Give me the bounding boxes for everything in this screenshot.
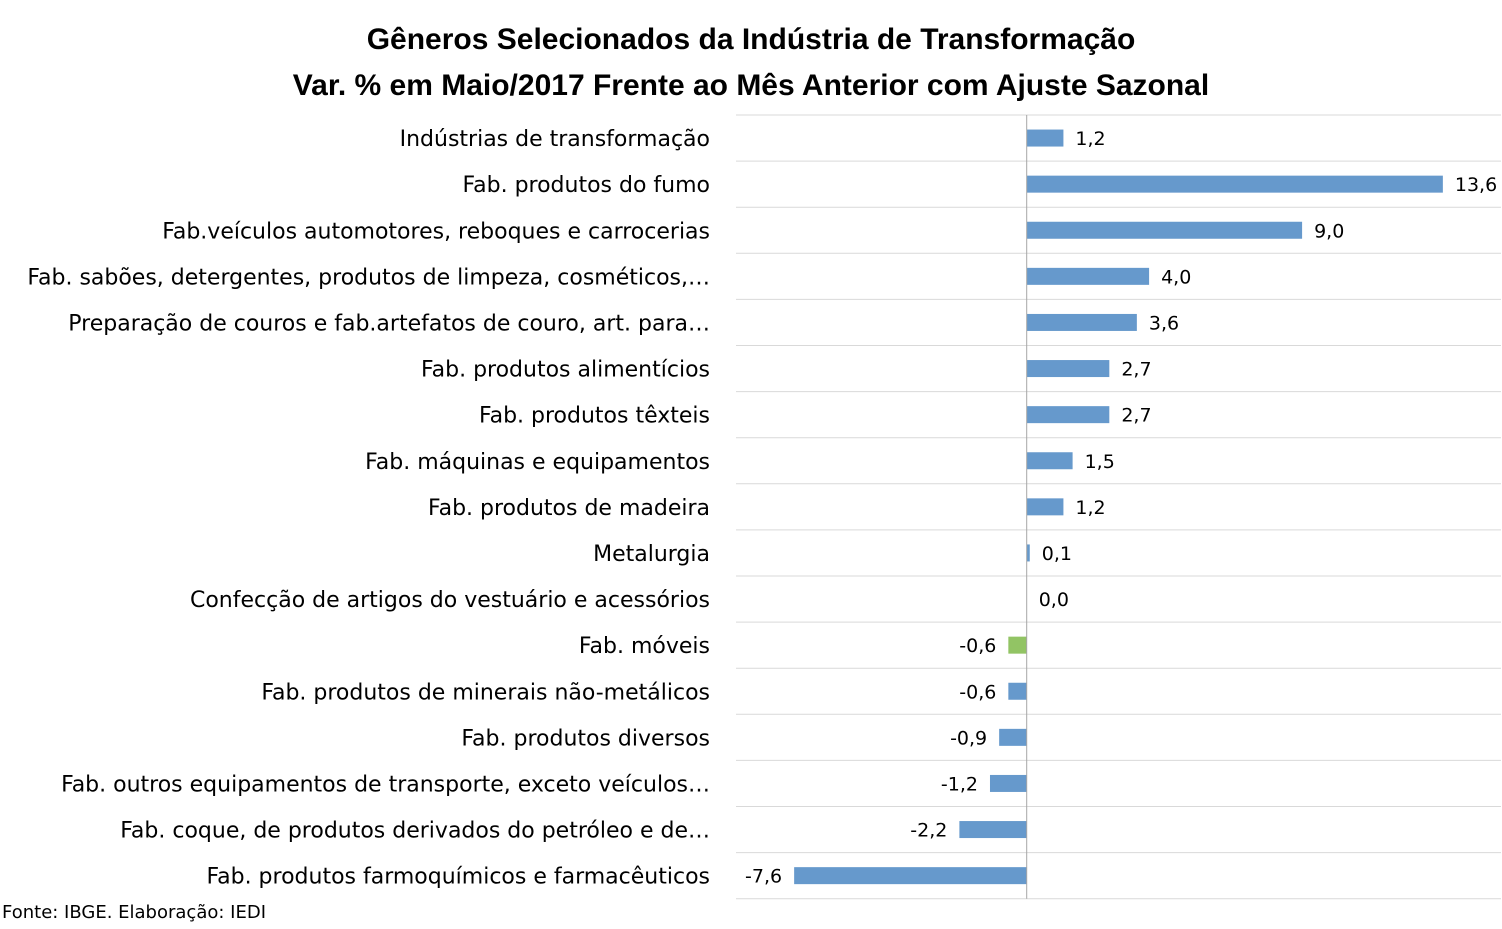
data-label: 0,1 bbox=[1042, 543, 1072, 565]
bar bbox=[1026, 360, 1110, 378]
category-label: Fab. produtos farmoquímicos e farmacêuti… bbox=[206, 865, 710, 890]
data-label: -0,6 bbox=[959, 635, 996, 657]
category-label: Fab. máquinas e equipamentos bbox=[365, 450, 710, 475]
data-label: 1,2 bbox=[1075, 128, 1105, 150]
bar bbox=[1026, 452, 1073, 470]
category-label: Fab.veículos automotores, reboques e car… bbox=[162, 219, 710, 244]
source-note: Fonte: IBGE. Elaboração: IEDI bbox=[2, 902, 267, 923]
bars bbox=[794, 129, 1443, 885]
category-label: Preparação de couros e fab.artefatos de … bbox=[68, 311, 710, 336]
data-label: 1,5 bbox=[1085, 451, 1115, 473]
category-label: Fab. produtos têxteis bbox=[479, 404, 710, 429]
category-label: Fab. produtos de madeira bbox=[428, 496, 710, 521]
category-label: Fab. produtos do fumo bbox=[463, 173, 711, 198]
data-label: -2,2 bbox=[910, 820, 947, 842]
bar bbox=[989, 774, 1027, 792]
chart-title-line-2: Var. % em Maio/2017 Frente ao Mês Anteri… bbox=[292, 69, 1210, 102]
category-label: Confecção de artigos do vestuário e aces… bbox=[190, 588, 710, 613]
bar bbox=[1026, 129, 1064, 147]
bar bbox=[1026, 313, 1137, 331]
data-label: 13,6 bbox=[1455, 174, 1497, 196]
category-label: Metalurgia bbox=[593, 542, 710, 567]
data-label: 2,7 bbox=[1121, 405, 1151, 427]
category-label: Fab. outros equipamentos de transporte, … bbox=[61, 772, 710, 797]
category-label: Fab. móveis bbox=[579, 634, 710, 659]
bar bbox=[1008, 636, 1027, 654]
bar bbox=[794, 867, 1027, 885]
data-label: 2,7 bbox=[1121, 359, 1151, 381]
data-label: -0,6 bbox=[959, 681, 996, 703]
data-label: -0,9 bbox=[950, 727, 987, 749]
gridlines bbox=[736, 114, 1501, 900]
bar bbox=[999, 728, 1027, 746]
data-label: 1,2 bbox=[1075, 497, 1105, 519]
data-label: 3,6 bbox=[1149, 312, 1179, 334]
data-label: -1,2 bbox=[941, 773, 978, 795]
bar bbox=[1026, 498, 1064, 516]
data-label: 9,0 bbox=[1314, 220, 1344, 242]
data-labels: 1,2 13,6 9,0 4,0 3,6 2,7 2,7 1,5 1,2 0,1 0,0 -0,6 -0… bbox=[745, 128, 1497, 888]
category-label: Fab. produtos de minerais não-metálicos bbox=[261, 680, 710, 705]
bar bbox=[959, 821, 1027, 839]
category-label: Fab. produtos alimentícios bbox=[421, 358, 710, 383]
bar bbox=[1026, 175, 1443, 193]
bar bbox=[1026, 544, 1030, 562]
category-label: Fab. produtos diversos bbox=[461, 726, 710, 751]
category-labels: Indústrias de transformação Fab. produtos… bbox=[27, 127, 710, 890]
data-label: -7,6 bbox=[745, 866, 782, 888]
category-label: Indústrias de transformação bbox=[400, 127, 710, 152]
bar bbox=[1026, 267, 1150, 285]
data-label: 4,0 bbox=[1161, 266, 1191, 288]
category-label: Fab. coque, de produtos derivados do pet… bbox=[120, 819, 710, 844]
category-label: Fab. sabões, detergentes, produtos de li… bbox=[27, 265, 710, 290]
bar bbox=[1026, 406, 1110, 424]
bar bbox=[1026, 221, 1303, 239]
bar bbox=[1008, 682, 1027, 700]
chart-title-line-1: Gêneros Selecionados da Indústria de Tra… bbox=[366, 23, 1136, 56]
data-label: 0,0 bbox=[1039, 589, 1069, 611]
